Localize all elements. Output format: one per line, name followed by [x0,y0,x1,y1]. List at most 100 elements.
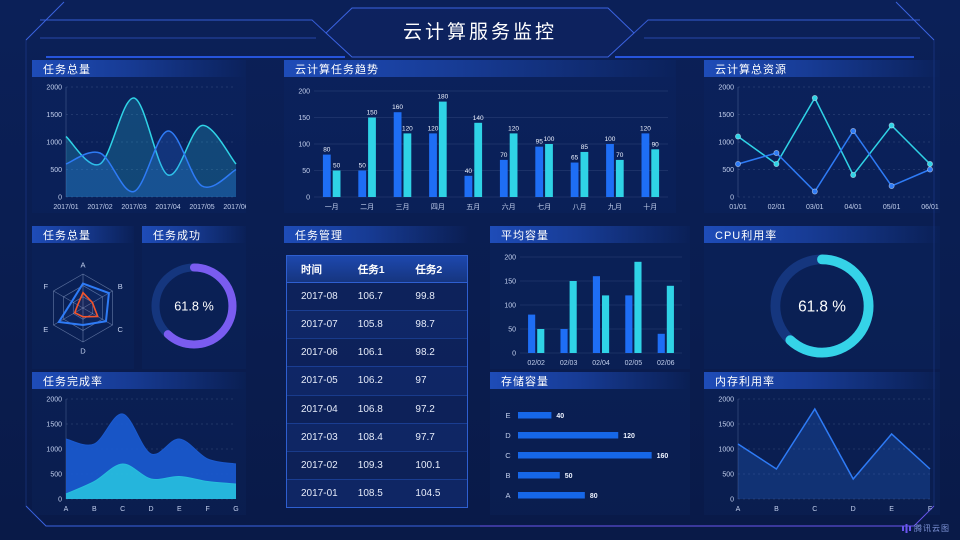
svg-text:F: F [43,282,48,291]
svg-text:E: E [43,325,48,334]
svg-text:500: 500 [50,472,62,479]
svg-text:80: 80 [590,493,598,500]
panel-header: 平均容量 [490,226,690,243]
table-row: 2017-02 109.3 100.1 [287,450,467,479]
svg-text:40: 40 [556,413,564,420]
svg-text:61.8 %: 61.8 % [174,300,214,314]
svg-text:1000: 1000 [718,140,734,147]
svg-text:F: F [206,506,210,513]
tasks-total-line-chart: 0 500 1000 1500 2000 2017/01 2017/02 2017/03 201… [32,77,246,213]
table-cell: 2017-04 [301,403,338,415]
panel-title: 云计算任务趋势 [295,63,379,76]
svg-text:140: 140 [473,115,484,122]
table-row: 2017-08 106.7 99.8 [287,283,467,310]
svg-text:02/03: 02/03 [560,360,578,367]
panel-title: 云计算总资源 [715,63,787,76]
line-chart-canvas: 0 500 1000 1500 2000 2017/01 2017/02 2017/03 201… [46,85,246,212]
page-title: 云计算服务监控 [402,22,557,43]
table-cell: 106.1 [357,347,383,359]
table-row: 2017-05 106.2 97 [287,366,467,395]
panel-header: 任务管理 [284,226,470,243]
svg-text:C: C [505,451,511,460]
svg-text:02/02: 02/02 [527,360,545,367]
svg-text:200: 200 [298,89,310,96]
table-cell: 2017-06 [301,347,338,359]
table-cell: 97 [415,375,427,387]
table-cell: 2017-08 [301,291,338,303]
svg-text:02/06: 02/06 [657,360,675,367]
svg-text:1500: 1500 [46,112,62,119]
cloud-resources-line-chart: 0 500 1000 1500 2000 01/01 02/01 03/01 04/01 05/0… [704,77,940,213]
donut-chart-canvas: 61.8 % [770,254,874,358]
panel-title: 任务总量 [43,63,91,76]
svg-text:50: 50 [359,163,367,170]
table-cell: 2017-01 [301,487,338,499]
svg-text:61.8 %: 61.8 % [798,299,846,316]
table-cell: 98.7 [415,319,435,331]
svg-text:70: 70 [500,152,508,159]
table-cell: 106.7 [357,291,383,303]
completion-area-chart: 0 500 1000 1500 2000 A B C D E F G [32,389,246,515]
storage-hbar-chart: E 40 D 120 C 160 B 50 A 80 [490,389,690,515]
svg-text:2017/05: 2017/05 [189,204,214,211]
svg-text:B: B [92,506,97,513]
table-cell: 106.2 [357,375,383,387]
table-header-cell: 时间 [301,263,322,276]
table-row: 2017-03 108.4 97.7 [287,422,467,451]
svg-text:E: E [505,411,510,420]
svg-text:180: 180 [437,94,448,101]
svg-text:十月: 十月 [643,202,657,211]
table-cell: 106.8 [357,403,383,415]
svg-text:90: 90 [652,141,660,148]
table-row: 2017-01 108.5 104.5 [287,478,467,507]
svg-text:2017/03: 2017/03 [121,204,146,211]
memory-line-chart: 0 500 1000 1500 2000 A B C D E F [704,389,940,515]
svg-text:2017/02: 2017/02 [87,204,112,211]
panel-title: 存储容量 [501,375,549,388]
svg-text:06/01: 06/01 [921,204,939,211]
svg-text:二月: 二月 [360,203,374,211]
svg-text:500: 500 [722,167,734,174]
svg-text:B: B [505,471,510,480]
svg-text:C: C [812,506,817,513]
svg-text:100: 100 [298,142,310,149]
line-chart-canvas: 0 500 1000 1500 2000 01/01 02/01 03/01 04/01 05/0… [718,85,939,212]
watermark-text: 腾讯云图 [914,524,950,533]
svg-text:2000: 2000 [46,397,62,404]
panel-header: CPU利用率 [704,226,940,243]
svg-text:A: A [80,261,85,270]
svg-text:200: 200 [504,255,516,262]
svg-text:C: C [120,506,125,513]
panel-title: 平均容量 [501,229,549,242]
svg-text:2017/04: 2017/04 [155,204,180,211]
svg-text:A: A [736,506,741,513]
svg-text:六月: 六月 [502,202,516,211]
svg-text:四月: 四月 [431,203,445,211]
panel-title: 任务管理 [295,229,343,242]
svg-text:D: D [80,347,86,356]
svg-text:0: 0 [512,351,516,358]
svg-text:2000: 2000 [718,397,734,404]
table-row: 2017-04 106.8 97.2 [287,394,467,423]
svg-text:1500: 1500 [718,112,734,119]
svg-text:05/01: 05/01 [883,204,901,211]
svg-text:120: 120 [508,125,519,132]
panel-storage: 存储容量 E 40 D 120 C 160 B 50 A 80 [490,372,690,515]
svg-text:100: 100 [544,136,555,143]
line-chart-canvas: 0 500 1000 1500 2000 A B C D E F [718,397,932,514]
panel-title: 任务总量 [43,229,91,242]
table-header-cell: 任务1 [357,263,385,276]
panel-header: 云计算总资源 [704,60,940,77]
svg-text:0: 0 [58,497,62,504]
svg-text:2000: 2000 [46,85,62,92]
panel-task-success: 任务成功 61.8 % [142,226,246,369]
svg-text:120: 120 [640,125,651,132]
svg-text:D: D [851,506,856,513]
svg-text:50: 50 [302,168,310,175]
panel-tasks-radar: 任务总量 A B C D E F [32,226,134,369]
svg-text:03/01: 03/01 [806,204,824,211]
svg-text:50: 50 [333,163,341,170]
svg-text:85: 85 [581,144,589,151]
svg-text:150: 150 [504,279,516,286]
panel-header: 任务总量 [32,60,246,77]
